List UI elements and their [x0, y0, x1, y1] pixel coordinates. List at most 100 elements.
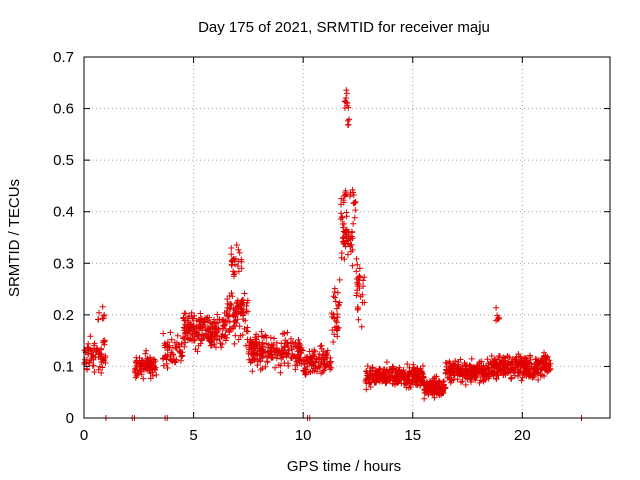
data-point [191, 312, 198, 319]
data-point [476, 379, 483, 386]
data-point [238, 256, 245, 263]
y-tick-label: 0.2 [53, 307, 74, 324]
data-point [189, 331, 196, 338]
data-point [418, 367, 425, 374]
data-point [310, 352, 317, 359]
data-point [389, 368, 396, 375]
data-point [488, 353, 495, 360]
data-point [485, 375, 492, 382]
data-point [347, 242, 354, 249]
data-point [88, 350, 95, 357]
data-point [181, 325, 188, 332]
data-point [238, 309, 245, 316]
data-point [240, 299, 247, 306]
data-point [133, 373, 140, 380]
data-point [160, 330, 167, 337]
data-point [492, 359, 499, 366]
x-tick-label: 0 [80, 427, 88, 444]
x-tick-label: 15 [404, 427, 421, 444]
data-point [338, 249, 345, 256]
data-point [508, 374, 515, 381]
data-point [177, 357, 184, 364]
data-point [482, 377, 489, 384]
data-point [342, 98, 349, 105]
data-point [190, 323, 197, 330]
data-point [96, 351, 103, 358]
data-point [284, 329, 291, 336]
data-point [284, 351, 291, 358]
data-point [223, 309, 230, 316]
data-point [199, 332, 206, 339]
data-point [389, 363, 396, 370]
data-point [356, 265, 363, 272]
data-point [96, 309, 103, 316]
data-point [233, 300, 240, 307]
data-point [539, 360, 546, 367]
data-point [95, 366, 102, 373]
data-point [257, 358, 264, 365]
chart-title: Day 175 of 2021, SRMTID for receiver maj… [198, 19, 490, 36]
data-point [231, 273, 238, 280]
data-point [352, 199, 359, 206]
data-point [226, 329, 233, 336]
data-point [341, 239, 348, 246]
data-point [346, 235, 353, 242]
data-point [463, 361, 470, 368]
data-point [452, 362, 459, 369]
data-point [212, 324, 219, 331]
data-point [206, 334, 213, 341]
data-point [240, 306, 247, 313]
data-point [354, 261, 361, 268]
data-point [498, 358, 505, 365]
data-point [356, 274, 363, 281]
data-point [345, 228, 352, 235]
data-point [197, 325, 204, 332]
data-point [409, 378, 416, 385]
data-point [392, 381, 398, 388]
y-axis-label: SRMTID / TECUs [6, 179, 23, 297]
data-point [516, 368, 523, 375]
data-point [349, 186, 356, 193]
data-point [316, 364, 323, 371]
y-tick-label: 0.1 [53, 358, 74, 375]
data-point [513, 361, 520, 368]
data-point [336, 276, 343, 283]
data-point [404, 360, 411, 367]
data-point [301, 361, 308, 368]
data-point [241, 290, 248, 297]
data-point [102, 354, 109, 361]
data-point [133, 354, 140, 361]
data-point [226, 312, 233, 319]
x-axis-label: GPS time / hours [287, 458, 401, 475]
data-point [369, 367, 376, 374]
data-point [350, 220, 357, 227]
data-point [406, 376, 413, 383]
data-point [346, 116, 353, 123]
data-point [222, 331, 229, 338]
data-point [235, 308, 242, 315]
data-point [243, 303, 250, 310]
data-point [402, 372, 409, 379]
data-point [277, 362, 284, 369]
data-point [224, 296, 231, 303]
data-point [400, 366, 407, 373]
data-point [445, 366, 452, 373]
data-point [364, 370, 371, 377]
data-point [176, 347, 183, 354]
data-point [218, 344, 225, 351]
data-point [281, 347, 288, 354]
data-point [526, 352, 533, 359]
data-point [369, 376, 376, 383]
data-point [259, 343, 266, 350]
data-point [339, 221, 346, 228]
data-point [510, 368, 517, 375]
data-point [272, 364, 279, 371]
data-point [237, 332, 244, 339]
data-point [410, 369, 417, 376]
data-point [437, 385, 444, 392]
data-point [292, 362, 299, 369]
data-point [533, 369, 540, 376]
data-point [361, 299, 368, 306]
data-point [252, 339, 259, 346]
data-point [345, 229, 352, 236]
